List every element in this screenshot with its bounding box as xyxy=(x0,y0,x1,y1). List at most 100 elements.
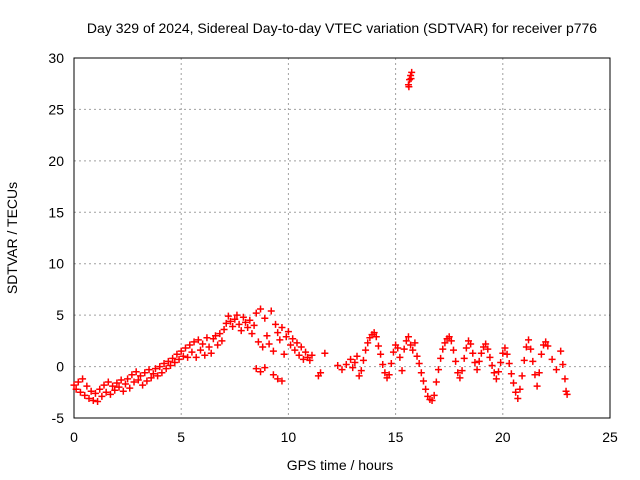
data-point xyxy=(308,351,316,359)
data-point xyxy=(284,328,292,336)
data-point xyxy=(422,385,430,393)
data-point xyxy=(252,365,260,373)
data-point xyxy=(282,333,290,341)
data-point xyxy=(347,355,355,363)
data-point xyxy=(147,374,155,382)
data-point xyxy=(299,355,307,363)
data-point xyxy=(169,354,177,362)
data-point xyxy=(220,326,228,334)
data-point xyxy=(501,344,509,352)
data-point xyxy=(557,347,565,355)
data-point xyxy=(263,332,271,340)
data-point xyxy=(287,341,295,349)
data-point xyxy=(471,358,479,366)
data-point xyxy=(482,340,490,348)
data-point xyxy=(396,353,404,361)
data-point xyxy=(139,381,147,389)
data-point xyxy=(184,353,192,361)
data-point xyxy=(362,346,370,354)
data-point xyxy=(370,329,378,337)
data-point xyxy=(428,397,436,405)
data-point xyxy=(477,349,485,357)
data-point xyxy=(134,376,142,384)
data-point xyxy=(562,387,570,395)
data-point xyxy=(353,352,361,360)
data-point xyxy=(222,319,230,327)
data-point xyxy=(81,391,89,399)
data-point xyxy=(495,368,503,376)
data-point xyxy=(381,369,389,377)
data-point xyxy=(111,386,119,394)
data-point xyxy=(265,340,273,348)
data-point xyxy=(475,357,483,365)
data-point xyxy=(417,369,425,377)
data-point xyxy=(291,346,299,354)
data-point xyxy=(261,364,269,372)
data-point xyxy=(407,341,415,349)
data-point xyxy=(445,333,453,341)
data-point xyxy=(317,369,325,377)
data-point xyxy=(171,358,179,366)
data-point xyxy=(499,349,507,357)
data-point xyxy=(218,337,226,345)
data-point xyxy=(254,338,262,346)
data-point xyxy=(85,394,93,402)
data-point xyxy=(278,323,286,331)
data-point xyxy=(411,339,419,347)
data-point xyxy=(214,341,222,349)
data-point xyxy=(72,385,80,393)
data-point xyxy=(74,378,82,386)
data-point xyxy=(173,350,181,358)
data-point xyxy=(533,382,541,390)
data-point xyxy=(237,327,245,335)
data-point xyxy=(321,349,329,357)
data-point xyxy=(522,343,530,351)
y-tick-label: 10 xyxy=(48,256,64,272)
data-point xyxy=(514,394,522,402)
data-point xyxy=(109,382,117,390)
data-point xyxy=(405,83,413,91)
data-point xyxy=(364,339,372,347)
data-point xyxy=(413,352,421,360)
data-point xyxy=(467,340,475,348)
data-point xyxy=(432,378,440,386)
data-point xyxy=(497,358,505,366)
x-tick-label: 5 xyxy=(177,429,185,445)
data-point xyxy=(188,348,196,356)
y-tick-label: 30 xyxy=(48,50,64,66)
data-point xyxy=(548,355,556,363)
data-point xyxy=(102,388,110,396)
data-point xyxy=(394,344,402,352)
data-point xyxy=(503,350,511,358)
data-point xyxy=(342,361,350,369)
data-point xyxy=(449,346,457,354)
data-point xyxy=(94,398,102,406)
data-point xyxy=(154,372,162,380)
data-point xyxy=(338,366,346,374)
data-point xyxy=(205,343,213,351)
data-point xyxy=(544,342,552,350)
data-point xyxy=(385,371,393,379)
data-point xyxy=(130,378,138,386)
data-point xyxy=(212,332,220,340)
data-point xyxy=(507,370,515,378)
data-point xyxy=(207,349,215,357)
data-point xyxy=(518,372,526,380)
data-point xyxy=(79,375,87,383)
data-point xyxy=(302,348,310,356)
data-point xyxy=(179,352,187,360)
data-point xyxy=(389,348,397,356)
data-point xyxy=(437,354,445,362)
data-point xyxy=(406,76,414,84)
y-tick-label: 25 xyxy=(48,101,64,117)
data-point xyxy=(160,359,168,367)
data-point xyxy=(278,377,286,385)
y-tick-label: -5 xyxy=(52,410,65,426)
data-point xyxy=(272,320,280,328)
data-point xyxy=(527,345,535,353)
data-point xyxy=(274,375,282,383)
data-point xyxy=(349,364,357,372)
data-point xyxy=(233,311,241,319)
data-point xyxy=(242,318,250,326)
